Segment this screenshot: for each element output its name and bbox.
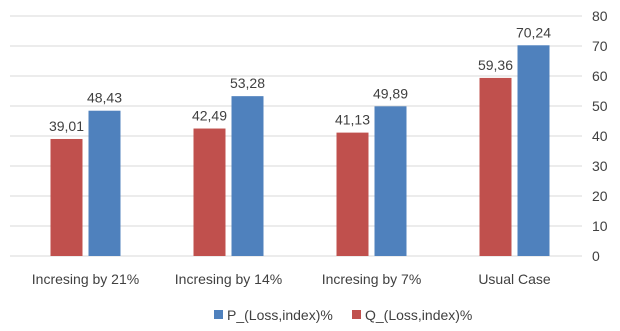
y-tick-label: 40 (592, 128, 608, 144)
bar-q-0 (50, 138, 83, 256)
data-label: 42,49 (192, 108, 227, 124)
data-label: 48,43 (87, 90, 122, 106)
y-tick-label: 30 (592, 158, 608, 174)
x-category-label: Incresing by 21% (32, 271, 139, 287)
x-category-label: Incresing by 7% (322, 271, 422, 287)
y-tick-label: 50 (592, 98, 608, 114)
bar-q-3 (479, 77, 512, 256)
bar-p-3 (517, 45, 550, 256)
bar-p-1 (231, 96, 264, 256)
legend-label: P_(Loss,index)% (227, 307, 333, 323)
y-tick-label: 80 (592, 8, 608, 24)
bar-p-0 (88, 110, 121, 257)
y-tick-label: 20 (592, 188, 608, 204)
bar-q-2 (336, 132, 369, 256)
bar-q-1 (193, 128, 226, 256)
bar-p-2 (374, 106, 407, 256)
legend-swatch (352, 310, 361, 319)
legend-label: Q_(Loss,index)% (365, 307, 472, 323)
y-tick-label: 70 (592, 38, 608, 54)
data-label: 70,24 (516, 24, 551, 40)
legend-swatch (214, 310, 223, 319)
y-tick-label: 10 (592, 218, 608, 234)
y-tick-label: 60 (592, 68, 608, 84)
data-label: 59,36 (478, 57, 513, 73)
x-category-label: Incresing by 14% (175, 271, 282, 287)
x-category-label: Usual Case (478, 271, 551, 287)
y-tick-label: 0 (592, 248, 600, 264)
data-label: 41,13 (335, 112, 370, 128)
y-axis-ticks: 0 10 20 30 40 50 60 70 80 (592, 8, 608, 264)
data-label: 49,89 (373, 85, 408, 101)
data-label: 39,01 (49, 118, 84, 134)
legend: P_(Loss,index)% Q_(Loss,index)% (214, 307, 472, 323)
data-label: 53,28 (230, 75, 265, 91)
bars-layer (50, 45, 550, 257)
x-axis-categories: Incresing by 21% Incresing by 14% Incresin… (32, 271, 551, 287)
